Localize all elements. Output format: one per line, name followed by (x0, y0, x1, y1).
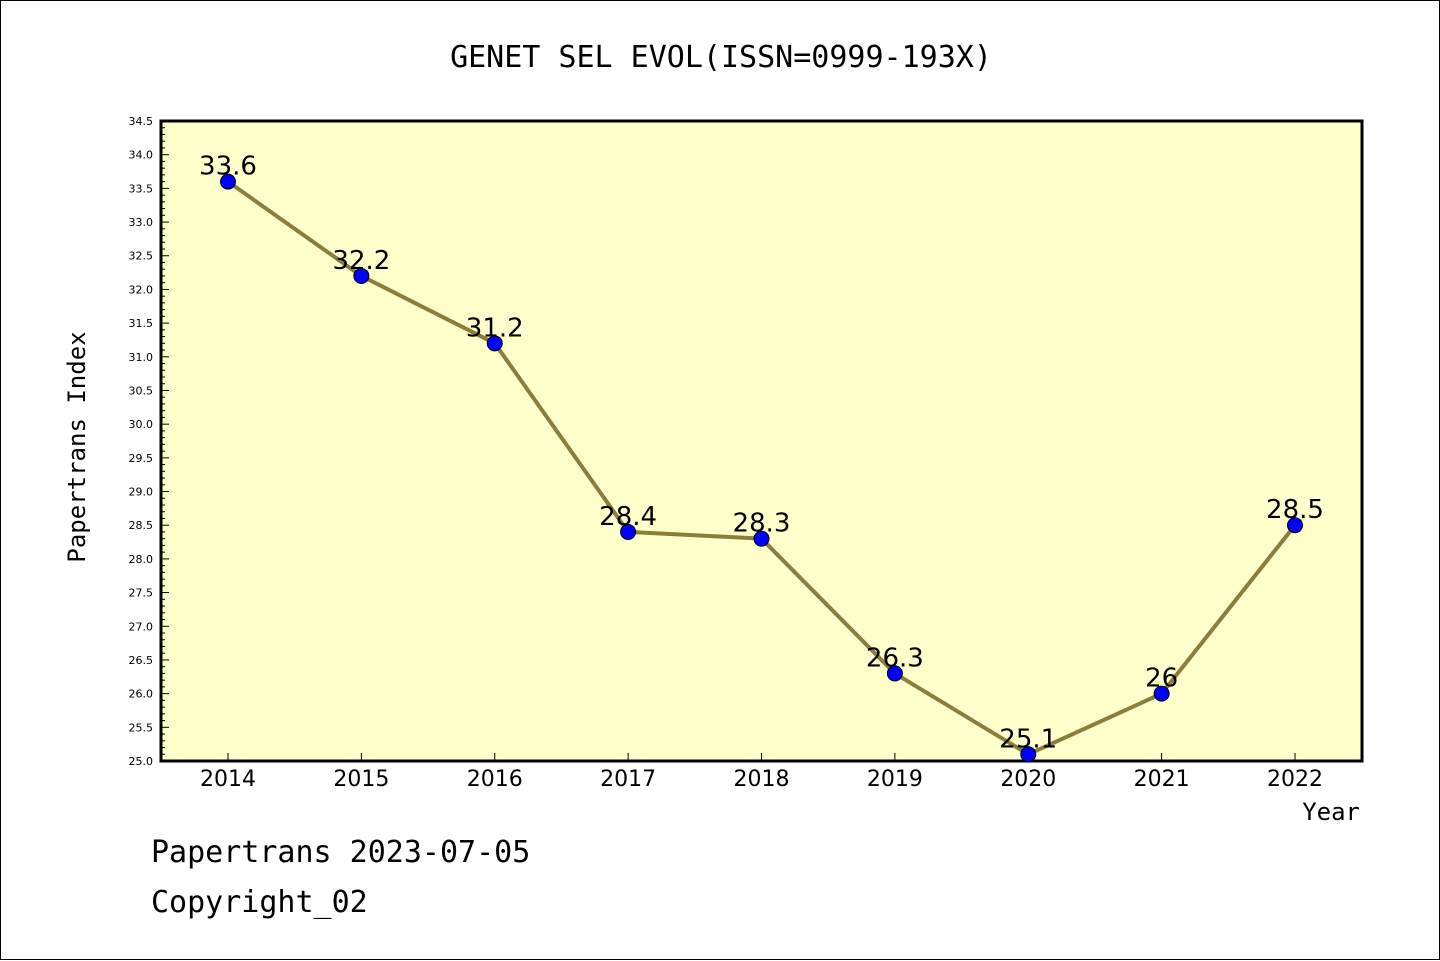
y-tick-label: 31.5 (129, 317, 154, 330)
x-tick-label: 2019 (867, 767, 923, 792)
data-label: 33.6 (199, 152, 257, 182)
y-tick-label: 34.5 (129, 115, 154, 128)
data-point (1287, 517, 1303, 534)
y-tick-label: 33.5 (129, 182, 154, 195)
chart-title: GENET SEL EVOL(ISSN=0999-193X) (450, 40, 992, 75)
data-point (353, 267, 370, 284)
y-axis: 25.0 25.5 26.0 26.5 27.0 27.5 28.0 28.5 29.0 29.5… (129, 115, 169, 768)
y-tick-label: 30.0 (129, 418, 154, 431)
y-tick-label: 29.0 (129, 486, 154, 499)
y-tick-label: 29.5 (129, 452, 154, 465)
data-point (620, 523, 637, 540)
footer-copyright: Copyright_02 (151, 885, 368, 920)
y-tick-label: 27.0 (129, 620, 154, 633)
y-tick-label: 32.0 (129, 283, 154, 296)
data-label: 28.3 (733, 509, 791, 539)
x-tick-label: 2021 (1134, 767, 1190, 792)
data-label: 31.2 (466, 313, 524, 343)
data-point (1153, 685, 1170, 702)
y-tick-label: 27.5 (129, 587, 154, 600)
y-tick-label: 32.5 (129, 250, 154, 263)
data-label: 32.2 (332, 246, 390, 276)
y-tick-label: 26.0 (129, 688, 154, 701)
data-point (486, 335, 503, 352)
y-tick-label: 25.5 (129, 721, 154, 734)
data-label: 26.3 (866, 643, 924, 673)
x-tick-label: 2017 (600, 767, 656, 792)
footer-date: Papertrans 2023-07-05 (151, 835, 531, 870)
y-tick-label: 28.0 (129, 553, 154, 566)
data-label: 25.1 (999, 724, 1057, 754)
x-axis: 2014 2015 2016 2017 2018 2019 2020 2021 2022 (200, 753, 1323, 792)
data-label: 28.5 (1266, 495, 1324, 525)
y-tick-label: 31.0 (129, 351, 154, 364)
y-tick-label: 26.5 (129, 654, 154, 667)
data-point (886, 665, 903, 682)
x-tick-label: 2022 (1267, 767, 1323, 792)
data-point (1020, 746, 1037, 763)
x-axis-label: Year (1302, 798, 1360, 826)
y-tick-label: 25.0 (129, 755, 154, 768)
data-label: 28.4 (599, 502, 657, 532)
y-axis-label: Papertrans Index (63, 331, 91, 562)
series: 33.6 32.2 31.2 28.4 28.3 26.3 25.1 26 28.5 (199, 152, 1324, 763)
x-tick-label: 2018 (734, 767, 790, 792)
y-tick-label: 33.0 (129, 216, 154, 229)
x-tick-label: 2015 (333, 767, 389, 792)
y-tick-label: 30.5 (129, 384, 154, 397)
y-tick-label: 28.5 (129, 519, 154, 532)
data-point (220, 173, 236, 190)
y-tick-label: 34.0 (129, 149, 154, 162)
x-tick-label: 2016 (467, 767, 523, 792)
plot-area (159, 119, 1364, 763)
x-tick-label: 2014 (200, 767, 256, 792)
data-label: 26 (1145, 664, 1178, 694)
x-tick-label: 2020 (1000, 767, 1056, 792)
data-point (753, 530, 770, 547)
